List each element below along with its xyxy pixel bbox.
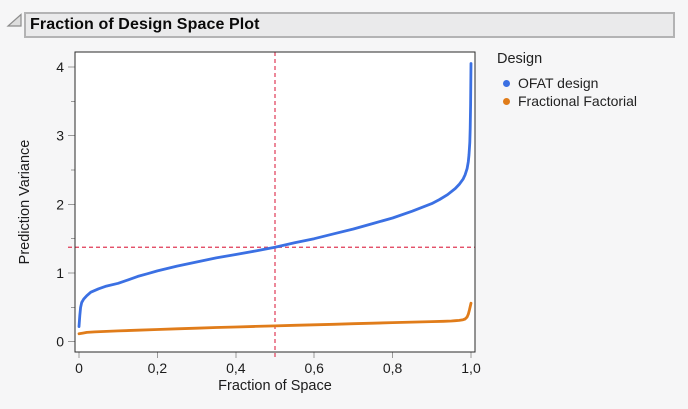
x-tick-label: 0,4 [226, 360, 246, 376]
curve-ofat-design [77, 62, 473, 328]
y-tick-label: 2 [56, 196, 64, 212]
section-title: Fraction of Design Space Plot [30, 16, 260, 33]
y-tick-label: 3 [56, 128, 64, 144]
legend: Design OFAT design Fractional Factorial [490, 51, 637, 110]
legend-label-fractional: Fractional Factorial [518, 93, 638, 109]
y-tick-label: 1 [56, 265, 64, 281]
x-tick-label: 0,6 [304, 360, 324, 376]
curve-fractional-factorial [77, 301, 473, 336]
y-tick-label: 0 [56, 334, 64, 350]
x-tick-label: 1,0 [461, 360, 481, 376]
disclosure-triangle-icon[interactable] [6, 13, 23, 28]
x-tick-label: 0 [75, 360, 83, 376]
x-axis-title: Fraction of Space [218, 378, 332, 394]
x-tick-label: 0,2 [148, 360, 168, 376]
legend-item-fractional-factorial[interactable]: Fractional Factorial [490, 92, 637, 110]
y-tick-label: 4 [56, 59, 64, 75]
section-header[interactable]: Fraction of Design Space Plot [24, 12, 675, 38]
legend-marker-fractional-icon [503, 97, 510, 105]
legend-item-ofat-design[interactable]: OFAT design [490, 74, 637, 92]
plot-frame [74, 51, 476, 353]
y-axis-title: Prediction Variance [17, 140, 33, 265]
legend-marker-ofat-icon [503, 79, 510, 87]
x-tick-label: 0,8 [383, 360, 403, 376]
legend-title: Design [497, 51, 543, 67]
legend-label-ofat: OFAT design [518, 75, 599, 91]
